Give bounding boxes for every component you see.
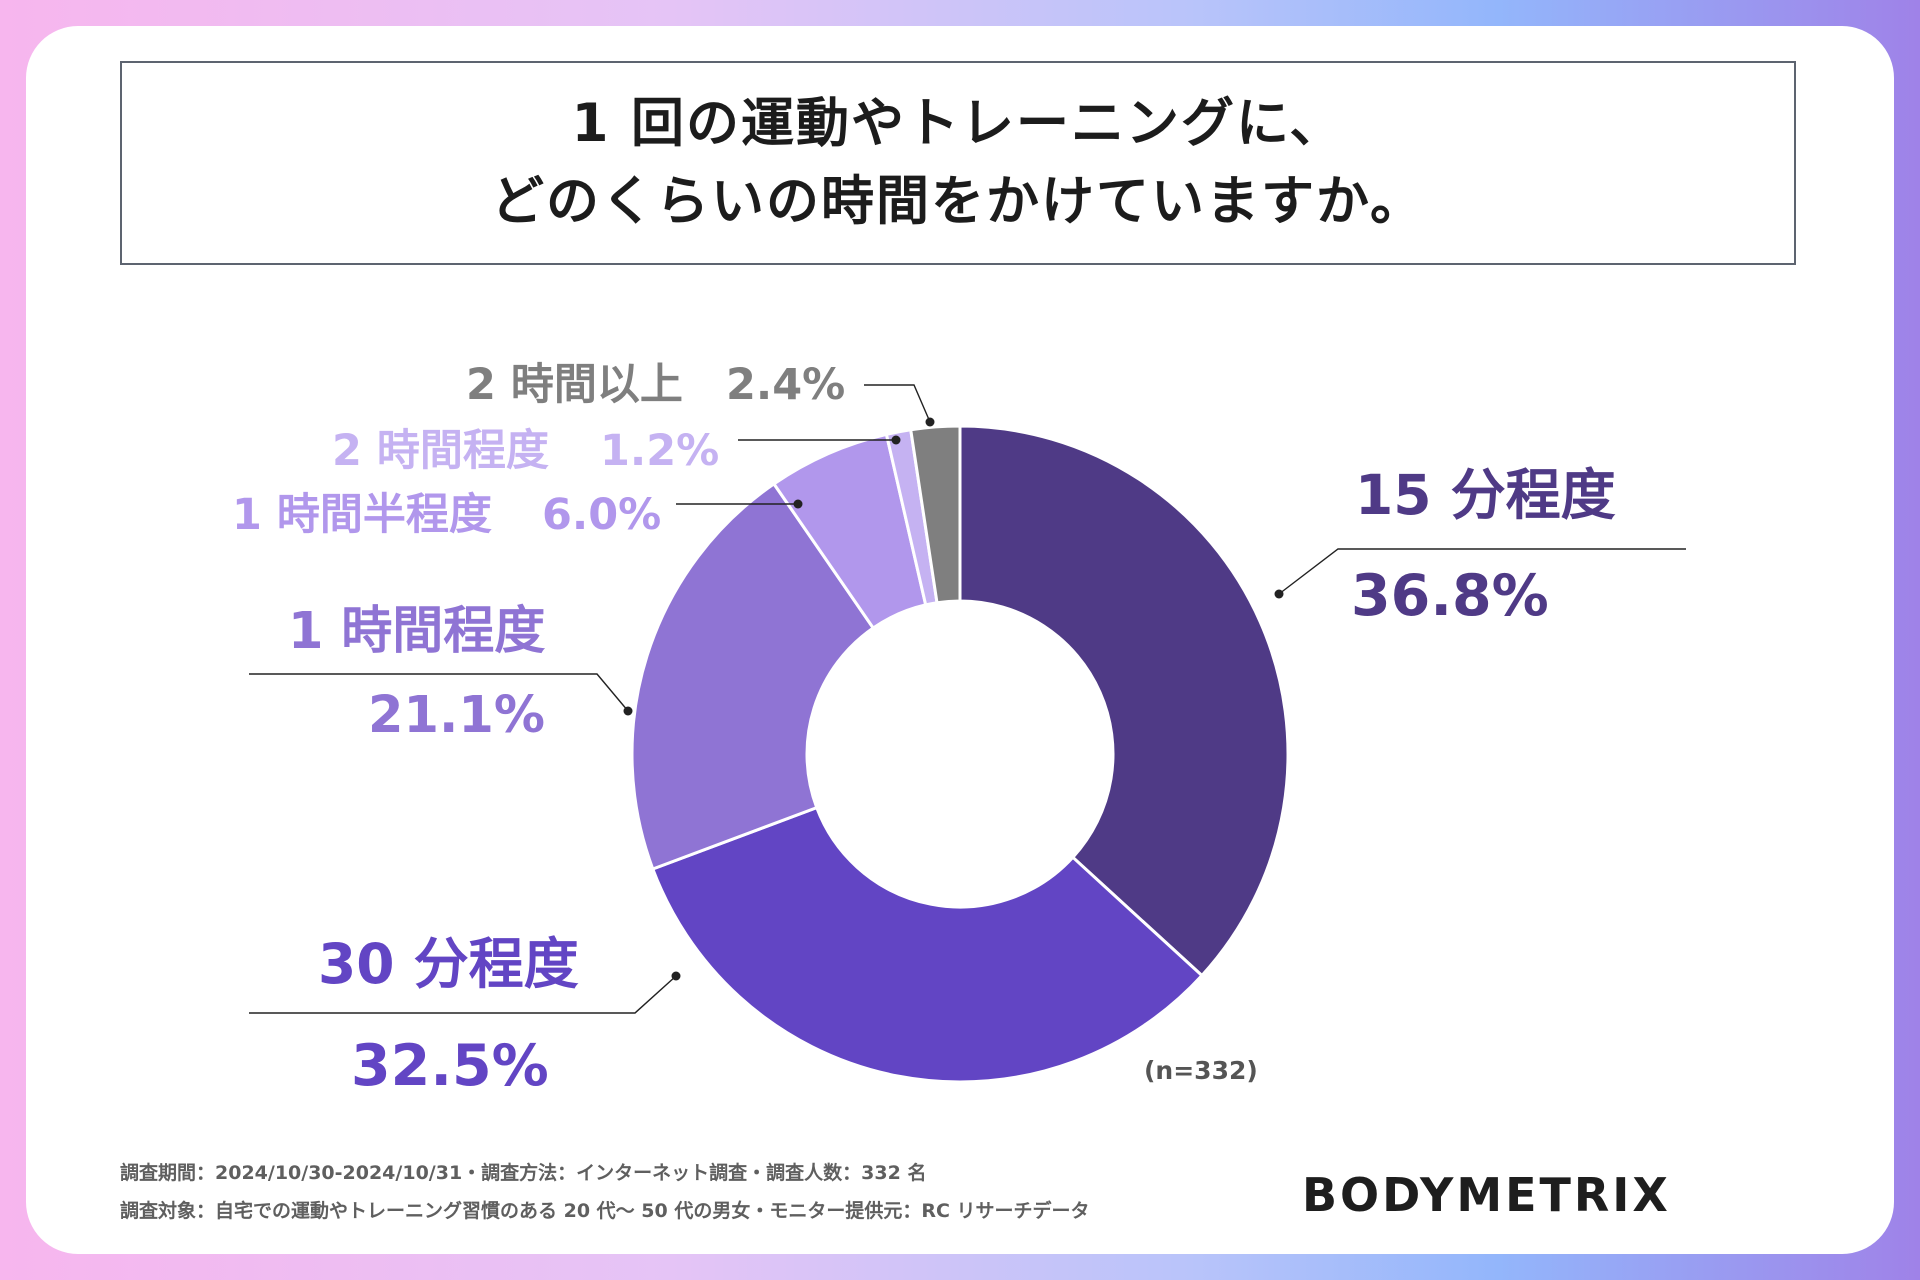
leader-lines (249, 384, 1686, 1014)
title-box: 1 回の運動やトレーニングに、 どのくらいの時間をかけていますか。 (120, 61, 1796, 265)
label-2h-name: 2 時間程度 (332, 426, 549, 476)
brand-logo: BODYMETRIX (1302, 1168, 1671, 1222)
label-15min-value: 36.8% (1351, 563, 1549, 629)
slice-1 (650, 805, 1205, 1084)
label-2hplus-name: 2 時間以上 (466, 360, 683, 410)
label-30min-value: 32.5% (351, 1033, 549, 1099)
leader-dot-5 (925, 417, 935, 427)
slice-2 (630, 481, 876, 871)
card: 1 回の運動やトレーニングに、 どのくらいの時間をかけていますか。 15 分程度… (26, 26, 1894, 1254)
label-1h30-value: 6.0% (542, 490, 662, 540)
label-2h-value: 1.2% (600, 426, 720, 476)
label-15min-name: 15 分程度 (1355, 463, 1616, 527)
footer-survey-period: 調査期間：2024/10/30-2024/10/31・調査方法：インターネット調… (120, 1162, 927, 1184)
leader-dot-2 (623, 706, 633, 716)
leader-dot-3 (793, 499, 803, 509)
slice-5 (909, 424, 962, 605)
title-line-2: どのくらいの時間をかけていますか。 (491, 171, 1425, 232)
title-line-1: 1 回の運動やトレーニングに、 (571, 93, 1345, 154)
leader-line-1 (249, 975, 677, 1014)
leader-line-5 (864, 384, 931, 423)
label-1h-name: 1 時間程度 (288, 602, 546, 661)
footer-survey-target: 調査対象：自宅での運動やトレーニング習慣のある 20 代〜 50 代の男女・モニ… (120, 1200, 1090, 1222)
label-1h30-name: 1 時間半程度 (232, 490, 492, 540)
leader-line-2 (249, 673, 629, 712)
leader-dot-0 (1274, 589, 1284, 599)
leader-line-0 (1278, 548, 1686, 595)
label-30min-name: 30 分程度 (318, 932, 579, 996)
donut-chart (249, 384, 1686, 1084)
leader-dot-1 (671, 971, 681, 981)
slice-0 (958, 424, 1290, 978)
label-1h-value: 21.1% (368, 686, 545, 745)
leader-dot-4 (891, 435, 901, 445)
label-2hplus-value: 2.4% (726, 360, 846, 410)
sample-size: (n=332) (1144, 1056, 1258, 1085)
donut-slices (630, 424, 1290, 1084)
